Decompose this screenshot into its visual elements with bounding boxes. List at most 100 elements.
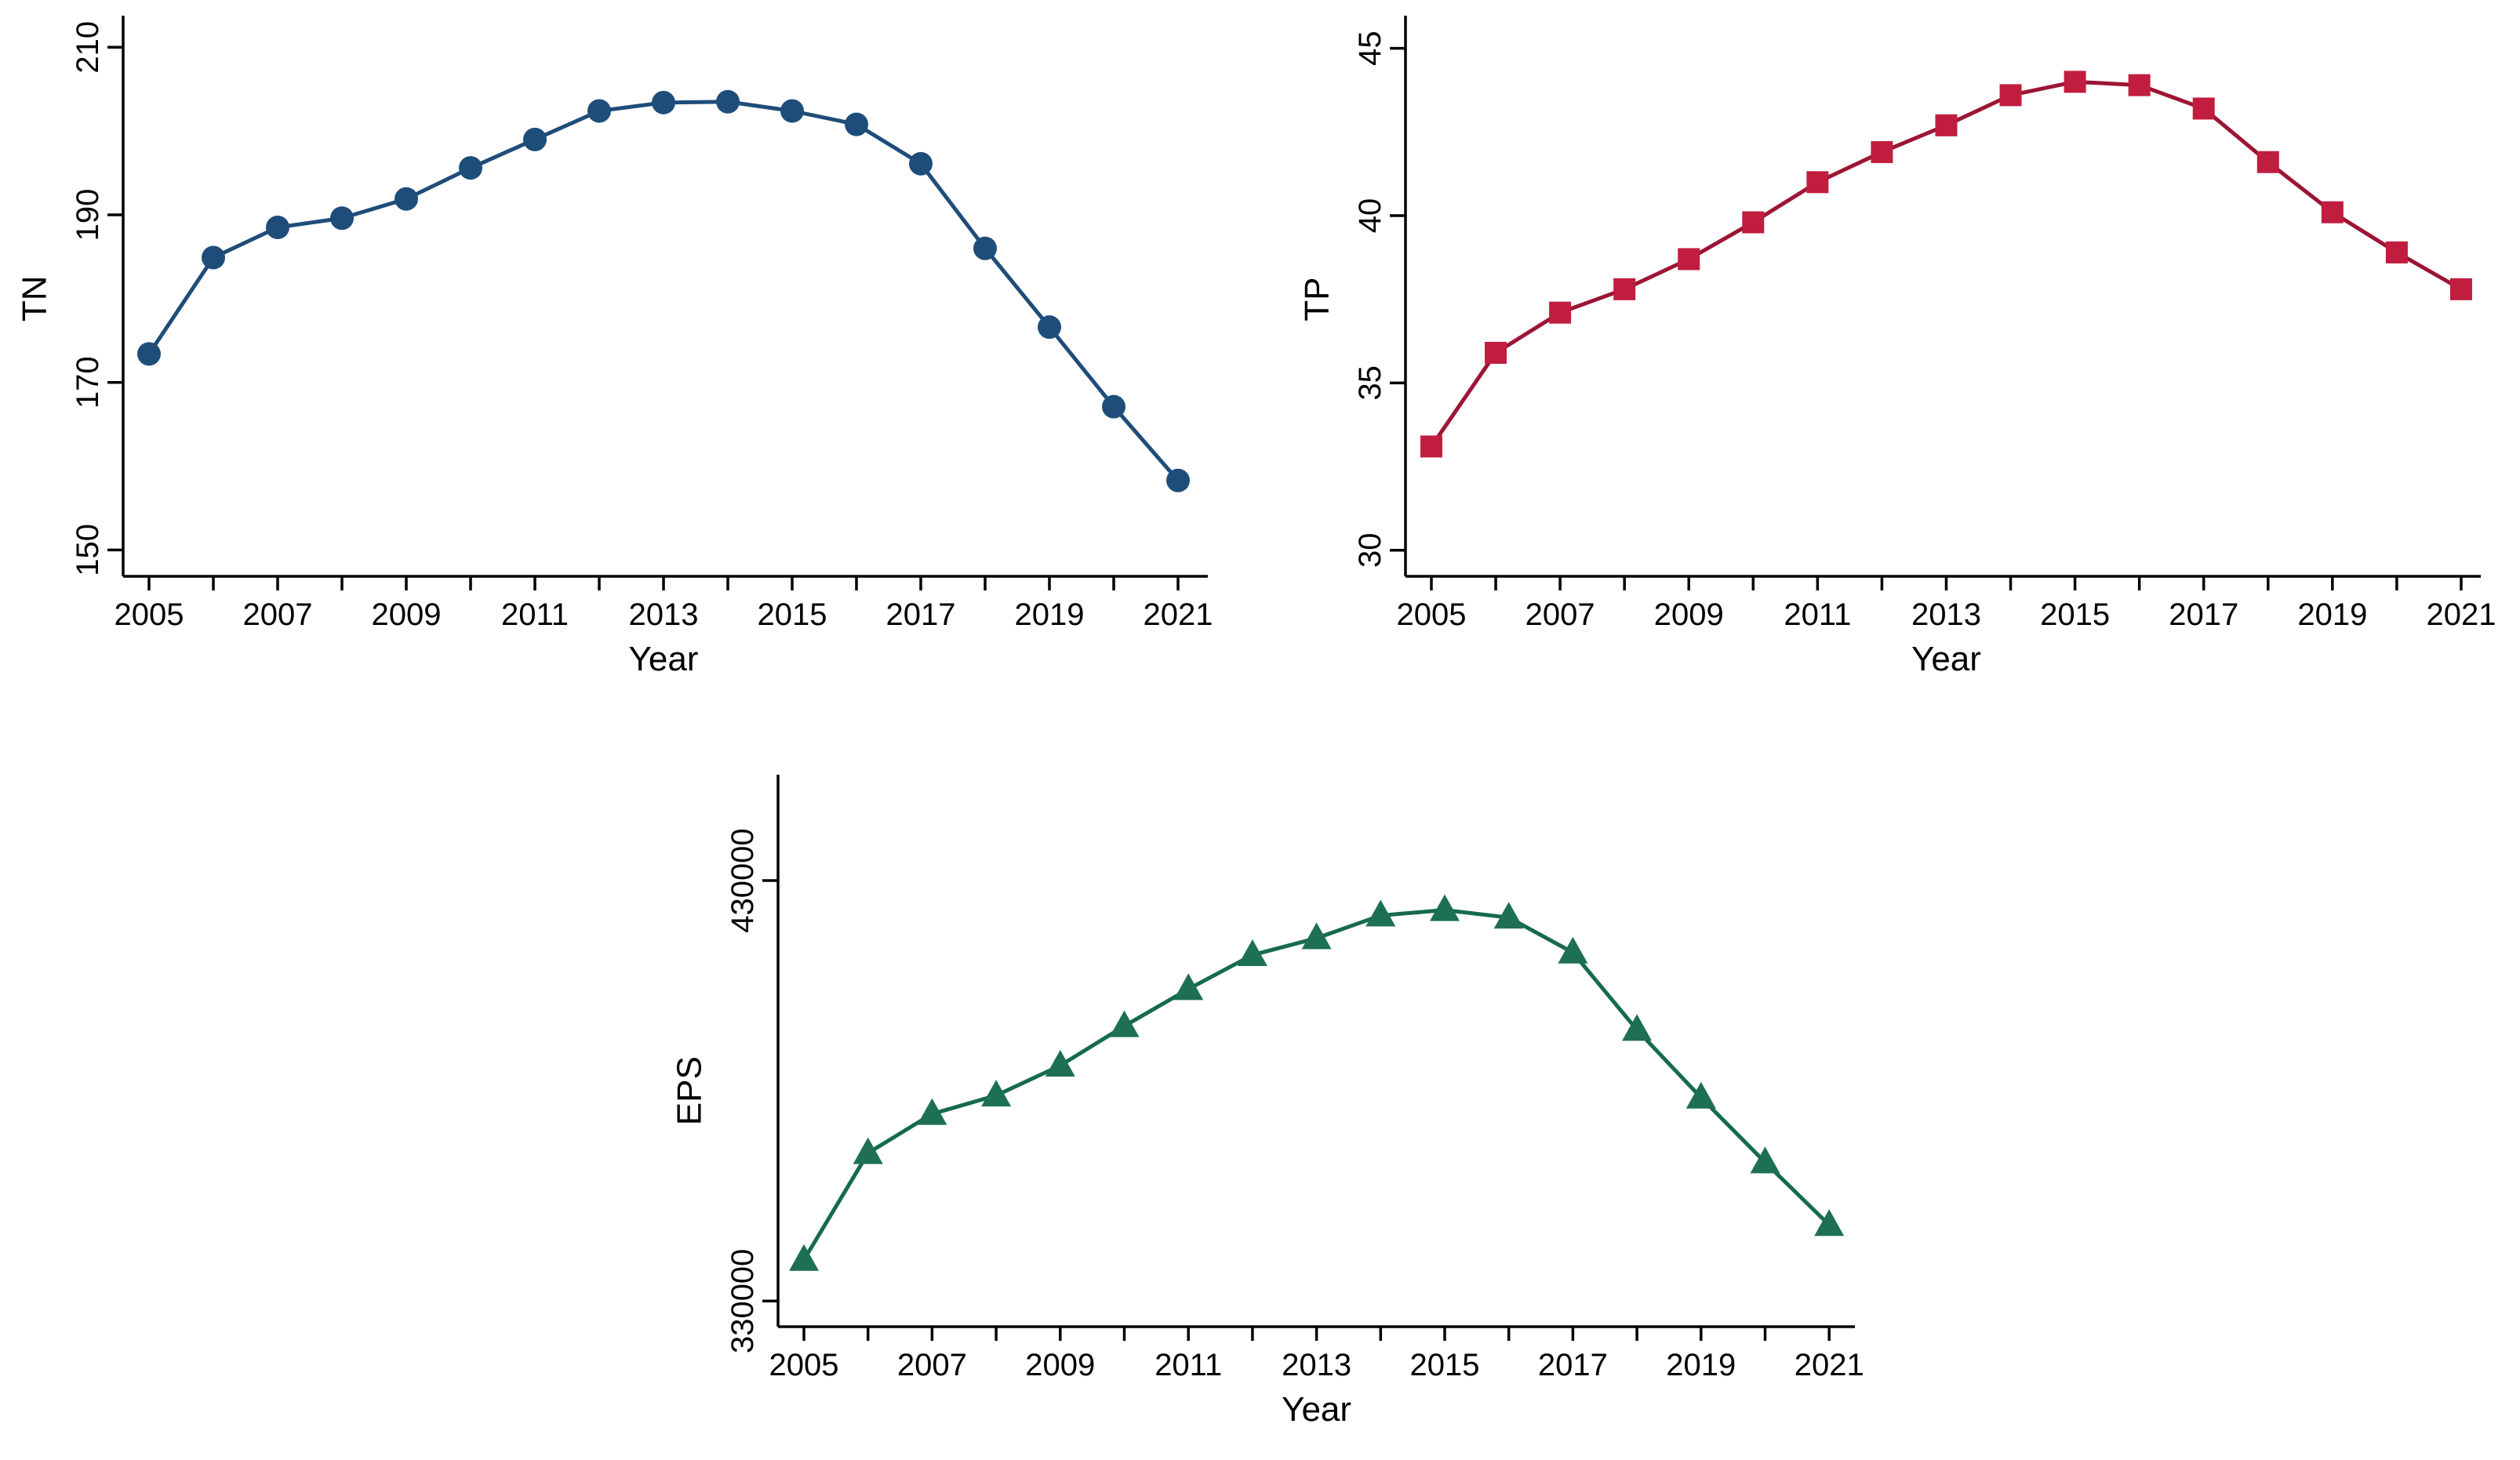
data-point-2020 [1102,394,1125,419]
data-point-2016 [845,112,868,136]
data-point-2011 [1173,973,1204,1001]
x-axis-title: Year [1282,1390,1351,1429]
data-point-2011 [1806,171,1829,194]
data-point-2008 [330,206,354,231]
y-axis-title: TP [1298,278,1336,321]
data-point-2008 [981,1080,1012,1107]
data-point-2013 [1935,114,1958,136]
data-point-2005 [1420,435,1442,458]
data-point-2009 [395,187,418,211]
x-tick-label: 2015 [1410,1348,1480,1382]
data-point-2017 [909,151,933,176]
y-tick-label: 40 [1353,198,1387,234]
y-tick-label: 150 [71,524,105,576]
series-line [147,100,1180,482]
data-point-2010 [1742,211,1765,234]
x-tick-label: 2021 [1795,1348,1864,1382]
x-tick-label: 2013 [1911,597,1981,632]
data-point-2013 [652,90,675,114]
x-tick-label: 2021 [1144,597,1213,632]
tn-chart: 150 170 190 210 2005 2007 2009 2011 2013 2015 2017… [16,16,1213,678]
data-point-2020 [2385,241,2408,263]
data-point-2015 [780,99,804,123]
y-tick-label: 190 [71,189,105,242]
data-point-2021 [1166,468,1190,492]
x-tick-label: 2017 [1538,1348,1608,1382]
data-point-2007 [1549,301,1572,324]
x-tick-label: 2017 [2169,597,2238,632]
x-tick-label: 2007 [897,1348,967,1382]
data-point-2005 [137,342,161,366]
data-point-2007 [266,216,289,240]
x-tick-label: 2007 [1525,597,1595,632]
eps-chart: 330000 430000 2005 2007 2009 2011 2013 2015 2017… [671,775,1864,1429]
data-point-2007 [917,1098,947,1125]
x-tick-label: 2021 [2426,597,2496,632]
data-point-2015 [1430,894,1460,921]
x-axis-title: Year [629,640,699,678]
data-point-2011 [523,127,547,151]
y-tick-label: 170 [71,356,105,409]
data-point-2006 [853,1137,883,1164]
y-tick-label: 30 [1353,532,1387,568]
data-point-2018 [973,236,997,260]
data-point-2013 [1301,922,1332,950]
data-point-2014 [1999,84,2022,107]
x-tick-label: 2009 [1025,1348,1095,1382]
data-point-2016 [2128,74,2151,96]
x-tick-label: 2019 [2297,597,2367,632]
x-tick-label: 2005 [769,1348,839,1382]
x-tick-label: 2019 [1666,1348,1736,1382]
tp-chart: 30 35 40 45 2005 2007 2009 2011 2013 2015 2017 2019… [1298,16,2496,678]
x-tick-label: 2011 [1155,1348,1222,1382]
y-tick-label: 35 [1353,365,1387,401]
y-tick-label: 330000 [725,1249,760,1353]
x-tick-label: 2017 [886,597,956,632]
data-point-2017 [2192,97,2215,120]
data-point-2008 [1613,278,1636,300]
x-tick-label: 2005 [115,597,184,632]
x-tick-label: 2019 [1015,597,1085,632]
data-point-2012 [1871,140,1893,163]
x-tick-label: 2011 [1784,597,1851,632]
data-point-2019 [1685,1081,1716,1109]
x-tick-label: 2005 [1397,597,1467,632]
y-tick-label: 45 [1353,31,1387,66]
data-point-2021 [2449,278,2472,300]
y-axis-title: EPS [671,1056,709,1125]
series-line [1429,79,2463,448]
data-point-2021 [1814,1209,1845,1237]
data-point-2020 [1750,1146,1780,1174]
x-tick-label: 2011 [501,597,569,632]
data-point-2019 [1038,315,1061,340]
data-point-2017 [1558,936,1588,964]
x-tick-label: 2009 [1654,597,1724,632]
data-point-2012 [587,99,611,123]
data-point-2018 [2256,151,2279,173]
y-tick-label: 210 [71,21,105,74]
data-point-2006 [202,245,225,270]
data-point-2014 [716,89,740,114]
data-point-2009 [1678,248,1700,271]
data-point-2005 [789,1244,819,1271]
data-point-2012 [1237,939,1267,966]
x-tick-label: 2013 [1282,1348,1351,1382]
series-line [802,908,1831,1262]
data-point-2018 [1622,1014,1653,1041]
data-point-2019 [2321,201,2344,223]
x-tick-label: 2015 [758,597,827,632]
data-point-2014 [1365,899,1396,927]
data-point-2016 [1493,902,1524,929]
y-axis-title: TN [16,276,54,322]
data-point-2010 [459,156,482,180]
data-point-2010 [1109,1010,1140,1037]
x-axis-title: Year [1911,640,1981,678]
x-tick-label: 2009 [372,597,442,632]
data-point-2006 [1485,341,1507,364]
data-point-2015 [2064,71,2086,93]
x-tick-label: 2013 [629,597,699,632]
x-tick-label: 2007 [243,597,313,632]
data-point-2009 [1045,1050,1075,1077]
